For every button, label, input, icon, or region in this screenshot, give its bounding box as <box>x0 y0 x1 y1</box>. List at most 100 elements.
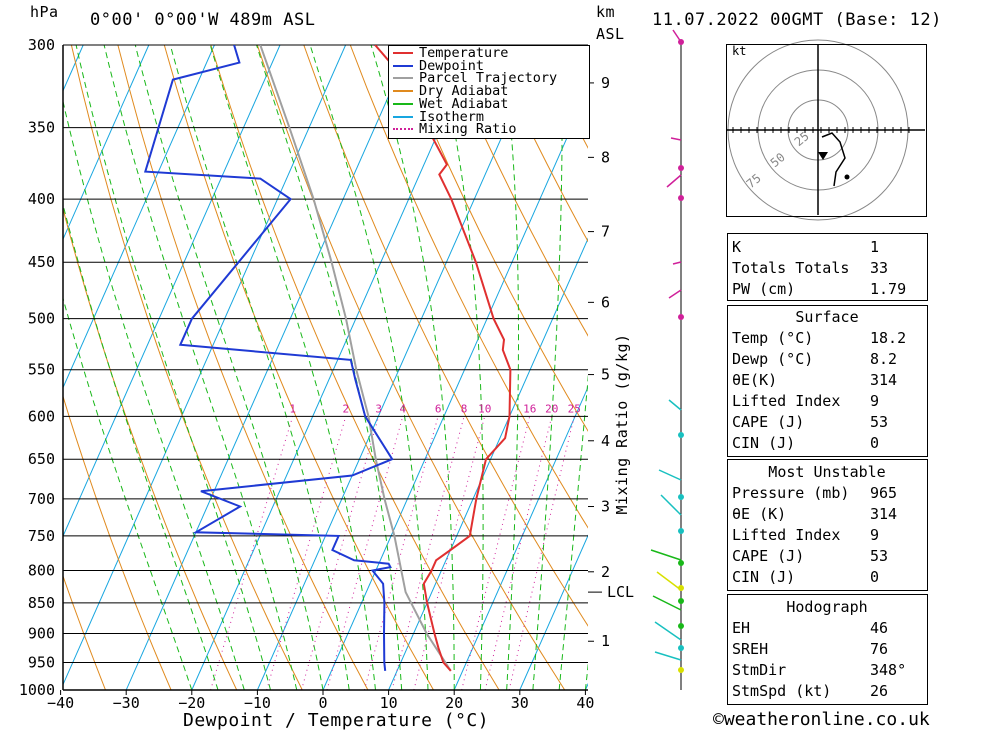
wind-level-dot <box>678 623 684 629</box>
isotherm-line <box>519 534 588 690</box>
indices-top-table: K 1 Totals Totals 33 PW (cm) 1.79 <box>728 236 926 299</box>
wind-barb <box>658 469 682 481</box>
indices-surface-panel <box>727 305 928 457</box>
wind-barb <box>670 137 682 141</box>
wind-profile <box>650 29 684 690</box>
legend-label: Parcel Trajectory <box>419 70 558 87</box>
wind-barb <box>660 494 682 516</box>
index-section-title: Hodograph <box>786 597 868 616</box>
pressure-tick-label: 950 <box>28 654 55 672</box>
pressure-tick-label: 900 <box>28 625 55 643</box>
pressure-tick-label: 600 <box>28 407 55 425</box>
index-label: Totals Totals <box>732 258 850 277</box>
legend-swatch <box>393 64 413 67</box>
mixing-ratio-label: 8 <box>461 402 468 415</box>
pressure-tick-label: 750 <box>28 527 55 545</box>
temp-tick-label: 20 <box>445 694 463 712</box>
most-unstable-table: Most Unstable Pressure (mb) 965 θE (K) 314 Li… <box>728 461 926 587</box>
mixing-ratio-label: 1 <box>289 402 296 415</box>
index-label: SREH <box>732 639 769 658</box>
index-value: 314 <box>870 370 898 389</box>
index-value: 53 <box>870 546 889 565</box>
wind-barb <box>668 399 682 411</box>
legend-item: Dewpoint <box>393 59 484 73</box>
pressure-tick-label: 400 <box>28 190 55 208</box>
index-value: 965 <box>870 483 898 502</box>
wind-barb <box>654 621 682 641</box>
index-label: Temp (°C) <box>732 328 814 347</box>
hodograph-marker <box>818 152 828 160</box>
mixing-ratio-label: 20 <box>545 402 558 415</box>
isotherm-line <box>0 45 18 690</box>
wind-barb <box>672 29 682 43</box>
wet-adiabat-line <box>532 45 563 690</box>
isotherm-line <box>63 45 281 538</box>
index-row: Temp (°C) 18.2 <box>728 327 926 348</box>
index-label: StmDir <box>732 660 787 679</box>
legend-swatch <box>393 115 413 118</box>
dry-adiabat-line <box>396 45 588 432</box>
mixing-ratio-line <box>266 416 347 690</box>
temp-tick-label: −30 <box>113 694 140 712</box>
wind-barb <box>652 595 682 611</box>
wet-adiabat-line <box>103 45 298 690</box>
axes: 3003504004505005506006507007508008509009… <box>19 36 634 712</box>
mixing-ratio-label: 4 <box>400 402 407 415</box>
index-label: CIN (J) <box>732 567 796 586</box>
legend-label: Isotherm <box>419 108 485 125</box>
index-value: 314 <box>870 504 898 523</box>
index-row: Lifted Index 9 <box>728 390 926 411</box>
temp-tick-label: −40 <box>47 694 74 712</box>
x-axis-label: Dewpoint / Temperature (°C) <box>183 710 490 731</box>
dry-adiabat-line <box>163 45 434 690</box>
index-value: 46 <box>870 618 889 637</box>
index-row: CAPE (J) 53 <box>728 545 926 566</box>
lcl-label: LCL <box>607 583 634 601</box>
legend-item: Temperature <box>393 46 508 60</box>
dry-adiabat-line <box>489 45 588 243</box>
hodograph-table: Hodograph EH 46 SREH 76 StmDir 348° StmSpd (kt)… <box>728 596 926 701</box>
wind-level-dot <box>678 645 684 651</box>
wind-barb <box>650 549 682 561</box>
legend-label: Dry Adiabat <box>419 83 509 100</box>
legend-item: Dry Adiabat <box>393 83 509 100</box>
wind-level-dot <box>678 560 684 566</box>
isotherm-line <box>63 45 347 686</box>
hodograph-trace <box>821 132 846 187</box>
footer-credit: ©weatheronline.co.uk <box>713 709 930 730</box>
index-label: StmSpd (kt) <box>732 681 832 700</box>
index-value: 53 <box>870 412 889 431</box>
pressure-tick-label: 350 <box>28 119 55 137</box>
dry-adiabat-line <box>63 574 106 690</box>
mixing-ratio-axis-label: Mixing Ratio (g/kg) <box>613 333 631 515</box>
wet-adiabat-line <box>436 45 484 690</box>
index-label: θE (K) <box>732 504 787 523</box>
mixing-ratio-line <box>301 416 380 690</box>
legend-swatch <box>393 90 413 93</box>
index-label: K <box>732 237 742 256</box>
km-tick-label: 3 <box>601 498 610 516</box>
index-value: 76 <box>870 639 889 658</box>
mixing-ratio-line <box>508 416 575 690</box>
index-row: CAPE (J) 53 <box>728 411 926 432</box>
wet-adiabat-line <box>63 202 219 690</box>
wet-adiabat-line <box>75 45 271 690</box>
profiles <box>143 45 512 672</box>
legend-swatch <box>393 77 413 80</box>
wind-level-dot <box>678 494 684 500</box>
wet-adiabat-line <box>309 45 429 690</box>
wind-level-dot <box>678 432 684 438</box>
mixing-ratio-label: 6 <box>435 402 442 415</box>
mixing-ratio-line <box>210 416 294 690</box>
mixing-ratio-lines: 1 2 3 4 6 8 10 16 20 25 <box>210 402 581 690</box>
mixing-ratio-line <box>326 416 404 690</box>
index-row: EH 46 <box>728 617 926 638</box>
surface-table: Surface Temp (°C) 18.2 Dewp (°C) 8.2 θE(K) 314… <box>728 306 926 453</box>
index-label: Dewp (°C) <box>732 349 814 368</box>
isotherm-line <box>388 237 588 690</box>
index-row: PW (cm) 1.79 <box>728 278 926 299</box>
legend: Temperature Dewpoint Parcel Trajectory Dry … <box>388 45 590 139</box>
index-value: 18.2 <box>870 328 907 347</box>
wind-level-dot <box>678 667 684 673</box>
pressure-tick-label: 450 <box>28 253 55 271</box>
